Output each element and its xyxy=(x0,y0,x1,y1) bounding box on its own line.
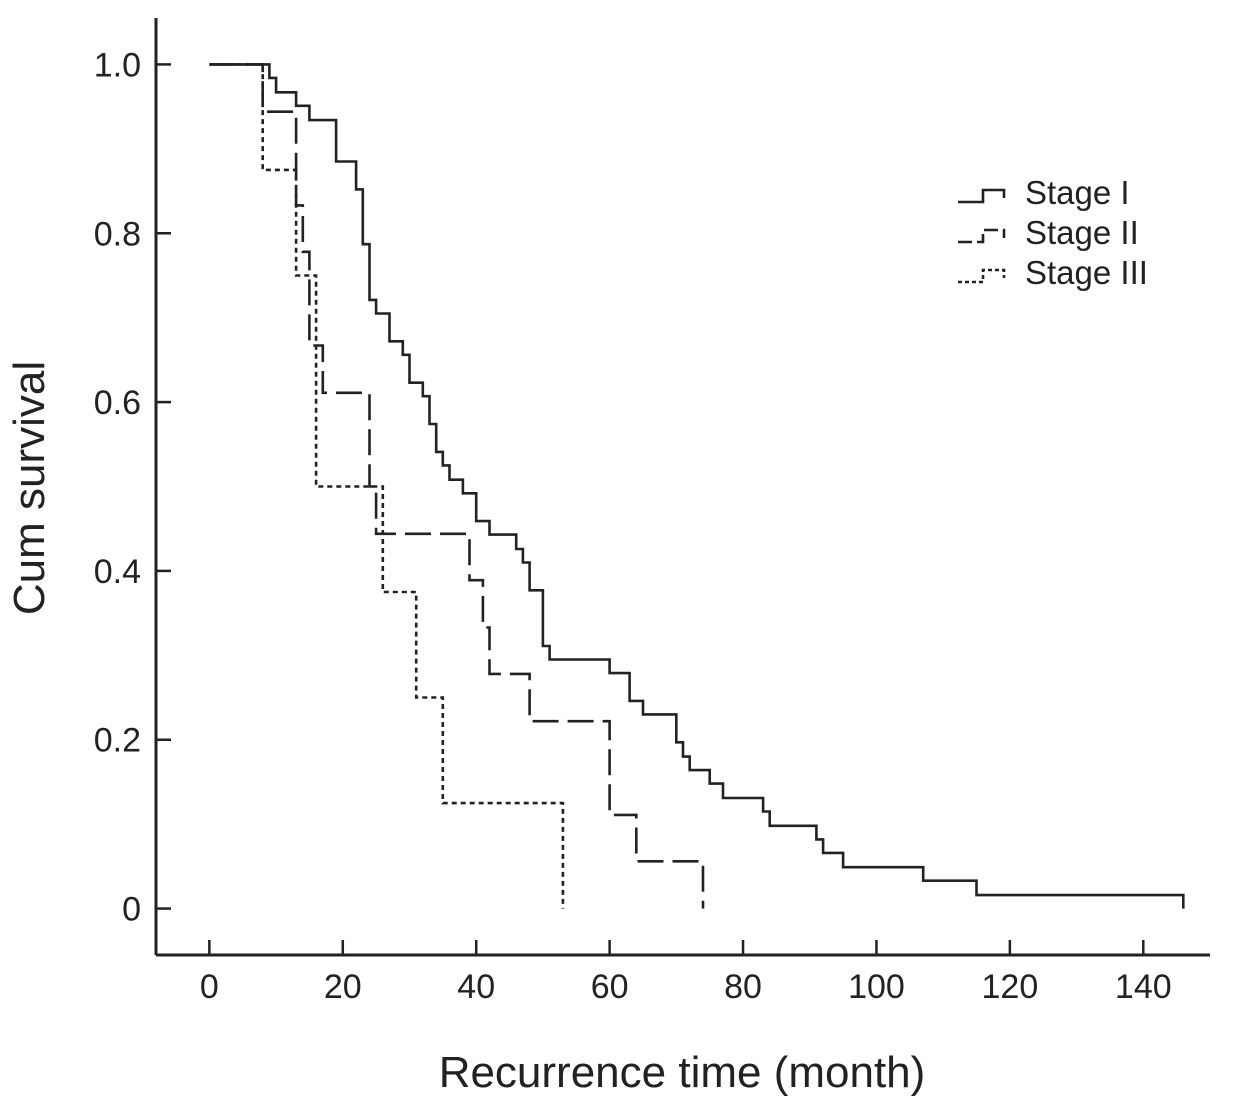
legend-label: Stage III xyxy=(1025,254,1148,291)
survival-curves xyxy=(209,63,1185,909)
y-tick-label: 1.0 xyxy=(94,46,141,84)
x-tick-label: 40 xyxy=(457,968,495,1006)
series-line-stage-2 xyxy=(209,63,705,909)
y-axis-title: Cum survival xyxy=(5,361,54,615)
legend-label: Stage I xyxy=(1025,174,1130,211)
x-tick-label: 80 xyxy=(724,968,762,1006)
x-tick-label: 140 xyxy=(1115,968,1172,1006)
series-line-stage-3 xyxy=(209,63,565,909)
series-line-stage-1 xyxy=(209,63,1185,909)
legend-symbol xyxy=(958,188,1006,204)
x-tick-label: 0 xyxy=(200,968,219,1006)
y-tick-label: 0.8 xyxy=(94,215,141,253)
legend-symbol xyxy=(958,228,1006,244)
x-tick-label: 20 xyxy=(324,968,362,1006)
y-tick-label: 0.2 xyxy=(94,722,141,760)
y-tick-label: 0.4 xyxy=(94,553,141,591)
x-ticks: 0 20 40 60 80 100 120 140 xyxy=(200,940,1172,1006)
x-tick-label: 100 xyxy=(848,968,905,1006)
x-axis-title: Recurrence time (month) xyxy=(439,1048,926,1097)
legend-symbol xyxy=(958,268,1006,284)
y-ticks: 0 0.2 0.4 0.6 0.8 1.0 xyxy=(94,46,171,929)
x-tick-label: 120 xyxy=(982,968,1039,1006)
y-tick-label: 0 xyxy=(122,891,141,929)
legend-label: Stage II xyxy=(1025,214,1139,251)
x-tick-label: 60 xyxy=(591,968,629,1006)
axes xyxy=(154,18,1210,957)
y-tick-label: 0.6 xyxy=(94,384,141,422)
